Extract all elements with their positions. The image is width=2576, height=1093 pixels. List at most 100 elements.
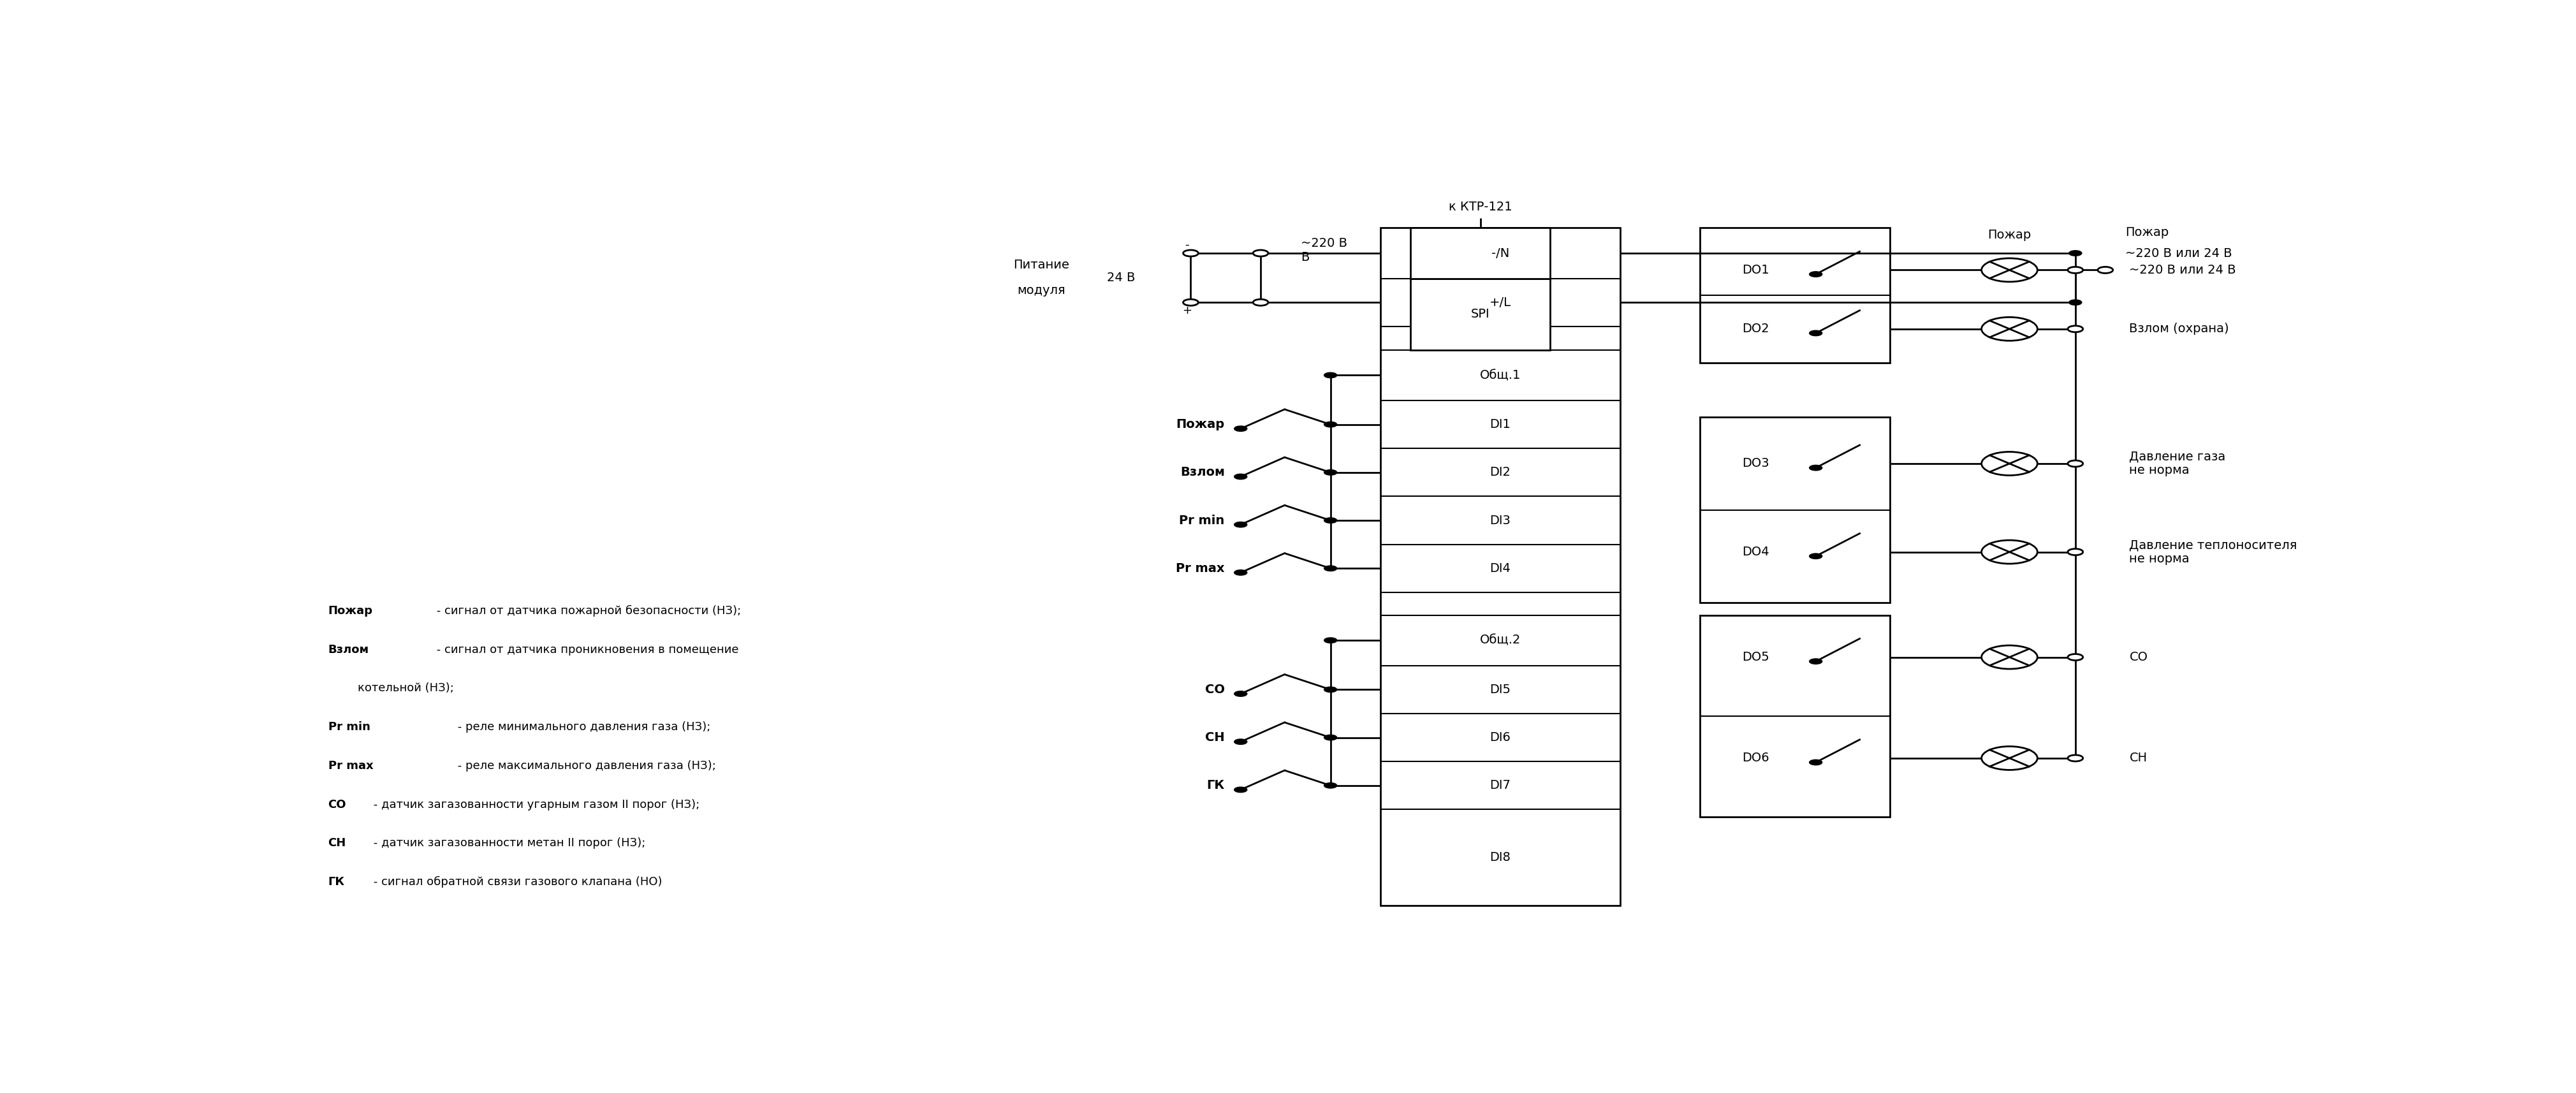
Circle shape — [1324, 470, 1337, 475]
Circle shape — [1252, 299, 1267, 306]
Text: к КТР-121: к КТР-121 — [1448, 201, 1512, 213]
Circle shape — [1808, 330, 1821, 336]
Text: Общ.2: Общ.2 — [1479, 634, 1520, 646]
Text: DI2: DI2 — [1489, 467, 1510, 479]
Circle shape — [1981, 747, 2038, 769]
Text: DI4: DI4 — [1489, 562, 1510, 575]
Circle shape — [2069, 755, 2081, 761]
Text: СН: СН — [2128, 752, 2146, 764]
Circle shape — [1808, 466, 1821, 470]
Circle shape — [2069, 250, 2081, 256]
Circle shape — [2097, 267, 2112, 273]
Circle shape — [1324, 783, 1337, 788]
Circle shape — [1981, 645, 2038, 669]
Text: Pr min: Pr min — [1180, 515, 1224, 527]
Text: DI7: DI7 — [1489, 779, 1510, 791]
Text: Взлом: Взлом — [1180, 467, 1224, 479]
Text: ~220 В или 24 В: ~220 В или 24 В — [2125, 247, 2231, 259]
Text: - сигнал обратной связи газового клапана (НО): - сигнал обратной связи газового клапана… — [371, 877, 662, 888]
Bar — [1700, 615, 1888, 818]
Text: Пожар: Пожар — [1175, 419, 1224, 431]
Text: DI6: DI6 — [1489, 731, 1510, 743]
Circle shape — [1324, 373, 1337, 378]
Text: СО: СО — [2128, 651, 2148, 663]
Circle shape — [2069, 654, 2081, 660]
Text: DO6: DO6 — [1741, 752, 1770, 764]
Circle shape — [1234, 787, 1247, 792]
Text: DO2: DO2 — [1741, 322, 1770, 334]
Text: - датчик загазованности метан II порог (НЗ);: - датчик загазованности метан II порог (… — [371, 837, 647, 849]
Circle shape — [2069, 550, 2081, 554]
Circle shape — [1324, 637, 1337, 643]
Circle shape — [1324, 734, 1337, 740]
Text: В: В — [1301, 251, 1309, 263]
Circle shape — [2069, 267, 2081, 273]
Text: Pr min: Pr min — [327, 721, 371, 732]
Bar — [1409, 279, 1551, 350]
Text: Общ.1: Общ.1 — [1479, 369, 1520, 381]
Text: Взлом: Взлом — [327, 644, 368, 656]
Text: Взлом (охрана): Взлом (охрана) — [2128, 322, 2228, 334]
Text: +/L: +/L — [1489, 296, 1510, 308]
Text: СН: СН — [1206, 731, 1224, 743]
Circle shape — [2069, 655, 2081, 660]
Circle shape — [1234, 474, 1247, 480]
Circle shape — [1234, 569, 1247, 575]
Circle shape — [2069, 549, 2081, 555]
Circle shape — [1234, 739, 1247, 744]
Text: ГК: ГК — [327, 877, 345, 888]
Circle shape — [1182, 250, 1198, 257]
Circle shape — [2069, 460, 2081, 467]
Text: Давление газа
не норма: Давление газа не норма — [2128, 450, 2226, 477]
Circle shape — [1182, 299, 1198, 306]
Circle shape — [1808, 760, 1821, 765]
Circle shape — [2069, 326, 2081, 332]
Circle shape — [1981, 451, 2038, 475]
Bar — [1700, 228, 1888, 363]
Text: SPI: SPI — [1471, 308, 1489, 320]
Circle shape — [1808, 271, 1821, 277]
Circle shape — [1808, 659, 1821, 665]
Circle shape — [1255, 250, 1267, 256]
Text: DI8: DI8 — [1489, 851, 1510, 863]
Text: ~220 В или 24 В: ~220 В или 24 В — [2128, 265, 2236, 277]
Circle shape — [1808, 553, 1821, 559]
Circle shape — [1234, 691, 1247, 696]
Text: Пожар: Пожар — [1986, 228, 2030, 240]
Text: -: - — [1185, 239, 1188, 250]
Text: DO5: DO5 — [1741, 651, 1770, 663]
Circle shape — [1255, 299, 1267, 305]
Circle shape — [1252, 250, 1267, 257]
Text: - сигнал от датчика проникновения в помещение: - сигнал от датчика проникновения в поме… — [433, 644, 739, 656]
Text: ~220 В: ~220 В — [1301, 237, 1347, 249]
Text: Питание: Питание — [1012, 259, 1069, 271]
Text: -/N: -/N — [1492, 247, 1510, 259]
Circle shape — [1324, 518, 1337, 524]
Circle shape — [1234, 522, 1247, 527]
Circle shape — [1234, 426, 1247, 432]
Bar — [1700, 418, 1888, 602]
Text: котельной (НЗ);: котельной (НЗ); — [327, 682, 453, 694]
Bar — [1409, 228, 1551, 279]
Text: - реле максимального давления газа (НЗ);: - реле максимального давления газа (НЗ); — [453, 760, 716, 772]
Text: ГК: ГК — [1206, 779, 1224, 791]
Text: СО: СО — [327, 799, 345, 810]
Circle shape — [2069, 299, 2081, 305]
Text: DO3: DO3 — [1741, 458, 1770, 470]
Text: Pr max: Pr max — [327, 760, 374, 772]
Circle shape — [1981, 540, 2038, 564]
Text: модуля: модуля — [1018, 284, 1064, 296]
Circle shape — [2069, 755, 2081, 762]
Circle shape — [2069, 268, 2081, 273]
Text: DO1: DO1 — [1741, 265, 1770, 277]
Text: СН: СН — [327, 837, 345, 849]
Text: Пожар: Пожар — [2125, 226, 2169, 238]
Text: DI5: DI5 — [1489, 683, 1510, 695]
Text: DI1: DI1 — [1489, 419, 1510, 431]
Bar — [1381, 228, 1620, 905]
Circle shape — [1324, 422, 1337, 427]
Text: - датчик загазованности угарным газом II порог (НЗ);: - датчик загазованности угарным газом II… — [371, 799, 701, 810]
Text: - реле минимального давления газа (НЗ);: - реле минимального давления газа (НЗ); — [453, 721, 711, 732]
Text: Давление теплоносителя
не норма: Давление теплоносителя не норма — [2128, 539, 2298, 565]
Text: 24 В: 24 В — [1108, 272, 1133, 284]
